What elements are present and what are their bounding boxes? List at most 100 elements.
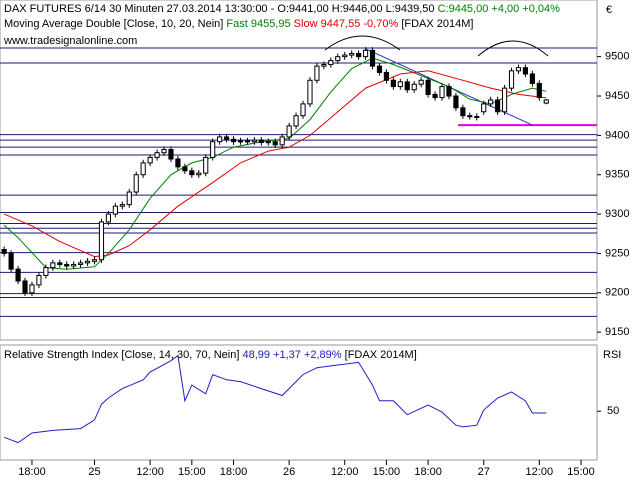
legend-fast: Fast 9455,95: [226, 18, 290, 30]
candle-body: [272, 141, 278, 146]
candle-body: [439, 86, 445, 99]
candle-body: [356, 53, 362, 58]
candle-body: [223, 136, 230, 140]
candle-body: [126, 191, 132, 206]
rsi-header: Relative Strength Index [Close, 14, 30, …: [4, 349, 417, 361]
candle-body: [404, 81, 410, 91]
rsi-panel: [0, 344, 598, 461]
candle-body: [397, 81, 403, 88]
candle-body: [342, 54, 348, 58]
x-tick-label: 25: [88, 466, 100, 478]
candle-body: [453, 95, 459, 109]
candle-body: [244, 140, 251, 143]
candle-body: [217, 136, 223, 143]
x-tick-label: 18:00: [220, 466, 248, 478]
y-tick-label: 9350: [605, 169, 629, 181]
candle-body: [237, 140, 244, 143]
candle-body: [349, 53, 355, 56]
candle-body: [91, 259, 98, 262]
candle-body: [474, 115, 480, 118]
y-tick-label: 9400: [605, 129, 629, 141]
x-tick-label: 27: [478, 466, 490, 478]
legend-slow: Slow 9447,55 -0,70%: [294, 18, 399, 30]
candle-body: [258, 139, 264, 143]
indicator-label: Moving Average Double [Close, 10, 20, Ne…: [4, 18, 223, 30]
candle-body: [488, 99, 494, 105]
candle-body: [390, 79, 396, 88]
candle-body: [78, 262, 84, 265]
candle-body: [112, 205, 118, 215]
y-tick-label: 9200: [605, 287, 629, 299]
candle-body: [140, 162, 146, 176]
y-tick-label: 9250: [605, 247, 629, 259]
x-tick-label: 15:00: [567, 466, 595, 478]
candle-body: [321, 64, 327, 67]
rsi-source: [FDAX 2014M]: [345, 349, 417, 361]
candle-body: [286, 125, 292, 138]
source: [FDAX 2014M]: [401, 18, 473, 30]
candle-body: [105, 213, 112, 223]
candle-body: [543, 99, 549, 104]
candle-body: [210, 141, 216, 158]
candle-body: [71, 263, 77, 267]
candle-body: [383, 71, 390, 81]
x-tick-label: 15:00: [373, 466, 401, 478]
candle-body: [251, 139, 257, 143]
candle-body: [508, 70, 515, 89]
x-tick-label: 12:00: [136, 466, 164, 478]
candle-body: [119, 204, 125, 207]
rsi-title: Relative Strength Index [Close, 14, 30, …: [4, 349, 239, 361]
candle-body: [307, 79, 313, 105]
candle-body: [293, 115, 299, 127]
candle-body: [29, 284, 35, 294]
candle-body: [314, 65, 320, 81]
candle-body: [369, 49, 376, 67]
y-tick-label: 9450: [605, 90, 629, 102]
y-tick-label: 9150: [605, 326, 629, 338]
candle-body: [203, 156, 209, 174]
price-panel: [0, 0, 598, 341]
candle-body: [467, 115, 473, 118]
candle-body: [8, 252, 14, 270]
candle-body: [36, 274, 42, 286]
x-tick-label: 18:00: [414, 466, 442, 478]
candle-body: [189, 170, 195, 176]
candle-body: [168, 149, 174, 160]
candle-body: [43, 267, 49, 276]
arc: [477, 40, 549, 57]
candle-body: [57, 262, 63, 265]
x-tick-label: 12:00: [331, 466, 359, 478]
candle-body: [182, 166, 188, 172]
candle-body: [64, 263, 70, 267]
candle-body: [22, 280, 28, 294]
candle-body: [15, 268, 21, 282]
rsi-axis-label: RSI: [603, 349, 621, 361]
candle-body: [362, 49, 369, 58]
title: DAX FUTURES 6/14 30 Minuten 27.03.2014 1…: [4, 3, 435, 15]
candle-body: [460, 107, 466, 117]
x-tick-label: 18:00: [18, 466, 46, 478]
candle-body: [161, 149, 167, 154]
candle-body: [335, 56, 341, 62]
candle-body: [432, 93, 438, 99]
candle-body: [495, 99, 501, 113]
candle-body: [411, 83, 417, 91]
indicator: Moving Average Double [Close, 10, 20, Ne…: [4, 18, 473, 30]
y-tick-label: 9500: [605, 51, 629, 63]
y-tick-label: 50: [607, 405, 619, 417]
candle-body: [1, 248, 7, 254]
candle-body: [265, 141, 271, 144]
candle-body: [446, 86, 452, 97]
y-tick-label: 9300: [605, 208, 629, 220]
candle-body: [515, 67, 522, 72]
candle-body: [376, 65, 383, 73]
candle-body: [279, 136, 285, 146]
header: DAX FUTURES 6/14 30 Minuten 27.03.2014 1…: [4, 3, 560, 15]
candle-body: [154, 152, 160, 158]
change: C:9445,00 +4,00 +0,04%: [438, 3, 561, 15]
x-tick-label: 12:00: [526, 466, 554, 478]
watermark: www.tradesignalonline.com: [3, 35, 137, 47]
candle-body: [133, 174, 139, 193]
x-tick-label: 26: [283, 466, 295, 478]
